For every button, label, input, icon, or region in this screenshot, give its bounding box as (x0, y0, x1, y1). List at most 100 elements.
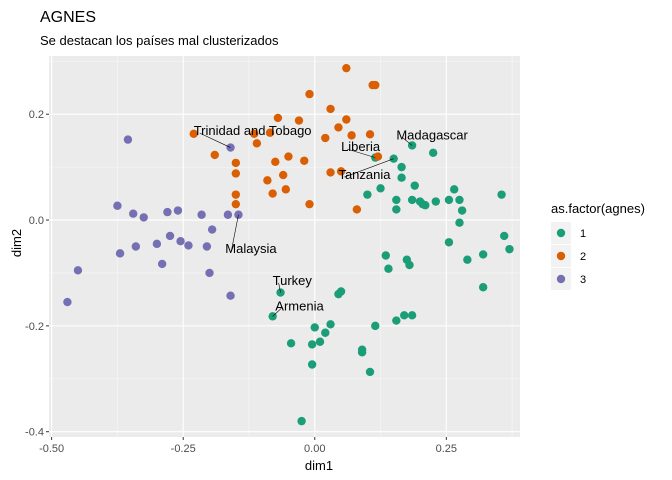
data-point-cluster-3 (226, 291, 235, 300)
y-tick-label: -0.4 (25, 427, 44, 439)
data-point-cluster-1 (397, 162, 406, 172)
annotation-leader (402, 137, 413, 146)
data-point-cluster-3 (173, 206, 183, 215)
annotation-leader (346, 148, 376, 158)
x-axis-title: dim1 (305, 458, 333, 473)
legend-label-2: 2 (580, 251, 586, 263)
data-point-cluster-2 (352, 205, 362, 214)
data-point-cluster-2 (334, 123, 343, 132)
data-point-cluster-1 (326, 320, 335, 329)
data-point-cluster-1 (357, 348, 367, 357)
data-point-cluster-2 (284, 152, 293, 161)
data-point-cluster-2 (265, 128, 275, 137)
data-point-cluster-1 (478, 283, 488, 292)
legend-key-2 (556, 251, 566, 261)
data-point-cluster-1 (307, 340, 317, 349)
annotations: Trinidad and Tobago Madagascar Liberia Tanz… (194, 123, 469, 317)
data-point-cluster-1 (450, 185, 459, 194)
data-point-cluster-3 (223, 210, 233, 219)
data-point-cluster-3 (139, 213, 148, 222)
data-point-cluster-2 (326, 104, 335, 114)
data-point-cluster-1 (384, 264, 393, 273)
data-point-cluster-2 (365, 130, 375, 139)
annotation-label: Trinidad and Tobago (194, 123, 312, 138)
chart-subtitle: Se destacan los países mal clusterizados (40, 33, 279, 48)
data-point-cluster-1 (400, 311, 409, 320)
data-point-cluster-1 (455, 218, 464, 227)
annotation-label: Armenia (275, 298, 324, 313)
data-point-cluster-2 (342, 115, 351, 124)
annotation-leader (278, 282, 281, 293)
data-point-cluster-2 (347, 131, 356, 140)
data-point-cluster-2 (250, 129, 259, 138)
data-point-cluster-3 (113, 201, 122, 210)
legend-key-3 (556, 274, 566, 284)
data-point-cluster-2 (300, 156, 309, 165)
data-point-cluster-1 (410, 181, 419, 190)
data-point-cluster-1 (286, 339, 296, 348)
data-points (63, 63, 514, 426)
data-point-cluster-3 (197, 210, 206, 219)
annotation-label: Turkey (273, 273, 313, 288)
legend-label-1: 1 (580, 228, 586, 240)
data-point-cluster-2 (231, 169, 241, 178)
data-point-cluster-2 (273, 113, 283, 123)
data-point-cluster-3 (63, 297, 72, 307)
data-point-cluster-2 (321, 133, 330, 143)
data-point-cluster-1 (497, 190, 506, 199)
data-point-cluster-1 (402, 255, 412, 264)
data-point-cluster-3 (165, 231, 175, 241)
data-point-cluster-2 (278, 170, 288, 180)
data-point-cluster-2 (271, 157, 280, 167)
data-point-cluster-1 (307, 360, 317, 369)
legend: as.factor(agnes) 1 2 3 (551, 201, 645, 290)
annotation-leader (199, 132, 231, 148)
y-tick-label: 0.0 (29, 215, 44, 227)
data-point-cluster-3 (129, 209, 138, 218)
legend-key-1 (556, 228, 566, 238)
data-point-cluster-1 (363, 190, 372, 199)
data-point-cluster-2 (210, 150, 219, 160)
y-axis-ticks: -0.4 -0.2 0.0 0.2 (25, 109, 49, 439)
data-point-cluster-2 (326, 168, 335, 177)
data-point-cluster-1 (407, 195, 417, 205)
data-point-cluster-3 (115, 249, 125, 258)
annotation-label: Liberia (341, 139, 381, 154)
data-point-cluster-1 (371, 321, 380, 331)
data-point-cluster-2 (373, 152, 383, 161)
chart-title: AGNES (40, 9, 96, 26)
data-point-cluster-3 (184, 241, 193, 250)
data-point-cluster-1 (463, 255, 472, 264)
data-point-cluster-1 (315, 337, 325, 346)
data-point-cluster-1 (421, 201, 430, 210)
data-point-cluster-2 (252, 139, 262, 148)
data-point-cluster-1 (297, 416, 306, 426)
x-tick-label: 0.00 (304, 443, 325, 455)
data-point-cluster-1 (392, 205, 401, 214)
data-point-cluster-2 (336, 167, 346, 176)
minor-gridlines (49, 56, 520, 437)
data-point-cluster-1 (376, 184, 385, 193)
annotation-leader (231, 214, 239, 252)
annotation-label: Tanzania (338, 167, 391, 182)
data-point-cluster-1 (505, 244, 514, 254)
data-point-cluster-2 (371, 80, 380, 90)
legend-label-3: 3 (580, 274, 586, 286)
data-point-cluster-2 (231, 158, 241, 168)
data-point-cluster-3 (73, 266, 83, 275)
data-point-cluster-3 (207, 225, 217, 234)
data-point-cluster-2 (231, 190, 241, 199)
x-tick-label: -0.50 (39, 443, 64, 455)
annotation-label: Malaysia (225, 241, 277, 256)
data-point-cluster-1 (428, 148, 438, 158)
data-point-cluster-2 (189, 129, 198, 138)
data-point-cluster-1 (457, 206, 467, 215)
data-point-cluster-2 (305, 199, 314, 209)
data-point-cluster-2 (342, 63, 351, 73)
legend-title: as.factor(agnes) (551, 201, 645, 216)
data-point-cluster-2 (281, 185, 291, 194)
data-point-cluster-2 (231, 199, 241, 209)
major-gridlines (49, 56, 520, 437)
data-point-cluster-3 (176, 237, 185, 246)
